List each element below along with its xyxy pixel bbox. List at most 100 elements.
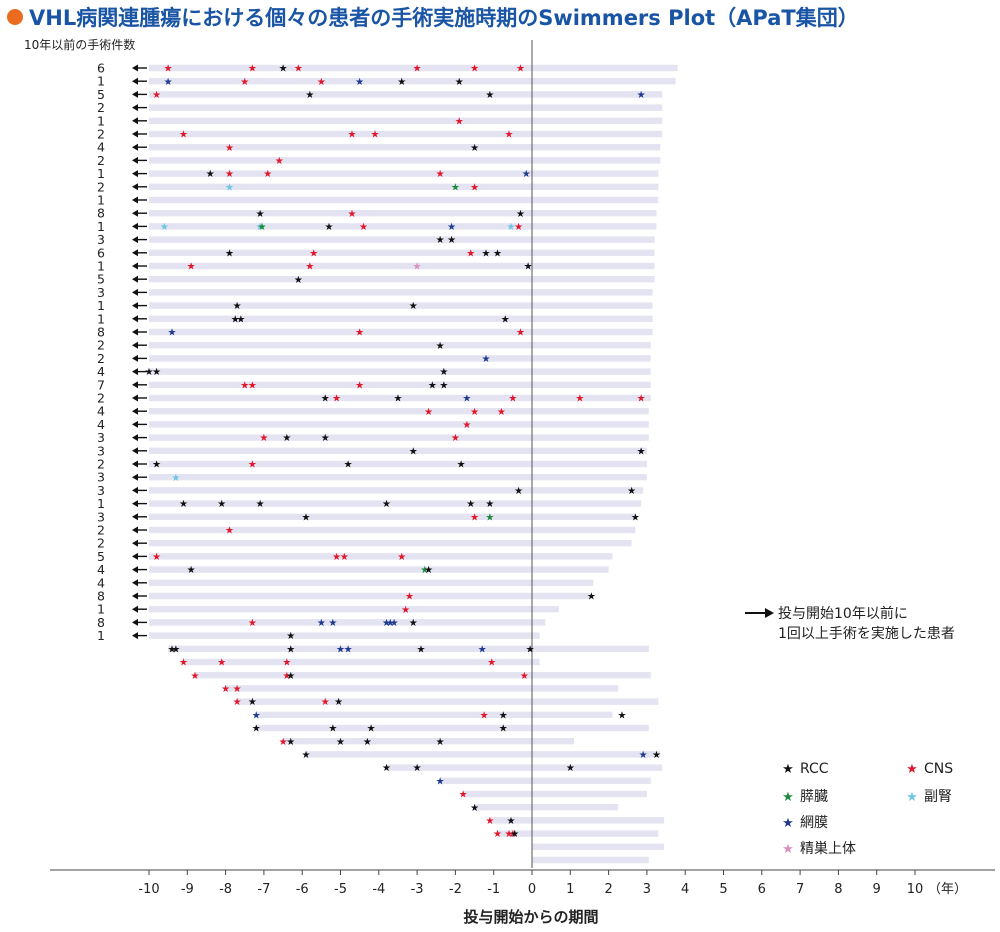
x-axis-label: 投与開始からの期間 bbox=[463, 908, 598, 926]
patient-bar bbox=[194, 672, 651, 679]
patient-bar bbox=[149, 117, 663, 124]
x-tick-label: 10 bbox=[907, 882, 924, 897]
surgery-star-cns: ★ bbox=[225, 169, 234, 180]
surgery-star-rcc: ★ bbox=[524, 262, 533, 273]
patient-bar bbox=[256, 724, 649, 732]
surgery-star-cns: ★ bbox=[462, 420, 471, 431]
prior-surgery-count: 5 bbox=[97, 549, 105, 564]
surgery-star-rcc: ★ bbox=[424, 565, 433, 576]
surgery-star-rcc: ★ bbox=[470, 803, 479, 814]
x-tick-label: 0 bbox=[528, 882, 536, 897]
x-tick-label: 4 bbox=[681, 882, 689, 897]
surgery-star-rcc: ★ bbox=[439, 380, 448, 391]
surgery-star-cns: ★ bbox=[508, 829, 517, 840]
surgery-star-cns: ★ bbox=[516, 64, 525, 75]
surgery-star-rcc: ★ bbox=[493, 248, 502, 259]
surgery-star-retina: ★ bbox=[317, 618, 326, 629]
patient-bar bbox=[386, 764, 663, 771]
surgery-star-cns: ★ bbox=[516, 328, 525, 339]
patient-bar bbox=[149, 130, 663, 138]
prior-surgery-arrow-icon bbox=[132, 183, 138, 191]
surgery-star-cns: ★ bbox=[282, 671, 291, 682]
prior-surgery-arrow-icon bbox=[132, 77, 138, 85]
surgery-star-rcc: ★ bbox=[336, 737, 345, 748]
surgery-star-cns: ★ bbox=[401, 605, 410, 616]
surgery-star-cns: ★ bbox=[248, 380, 257, 391]
surgery-star-cns: ★ bbox=[348, 130, 357, 141]
surgery-star-cns: ★ bbox=[332, 552, 341, 563]
surgery-star-rcc: ★ bbox=[436, 235, 445, 246]
patient-bar bbox=[149, 196, 659, 204]
patient-bar bbox=[183, 658, 540, 666]
prior-surgery-arrow-icon bbox=[132, 315, 138, 323]
surgery-star-cns: ★ bbox=[179, 658, 188, 669]
surgery-star-rcc: ★ bbox=[344, 460, 353, 471]
surgery-star-retina: ★ bbox=[336, 644, 345, 655]
surgery-star-cns: ★ bbox=[217, 658, 226, 669]
x-tick-label: 7 bbox=[796, 882, 804, 897]
prior-surgery-arrow-icon bbox=[132, 632, 138, 640]
prior-surgery-arrow-icon bbox=[132, 117, 138, 125]
surgery-star-pancreas: ★ bbox=[420, 565, 429, 576]
surgery-star-cns: ★ bbox=[505, 829, 514, 840]
surgery-star-rcc: ★ bbox=[447, 235, 456, 246]
surgery-star-retina: ★ bbox=[390, 618, 399, 629]
patient-bar bbox=[149, 262, 655, 270]
surgery-star-rcc: ★ bbox=[236, 314, 245, 325]
surgery-star-cns: ★ bbox=[179, 130, 188, 141]
surgery-star-rcc: ★ bbox=[233, 301, 242, 312]
surgery-star-cns: ★ bbox=[508, 394, 517, 405]
surgery-star-cns: ★ bbox=[485, 816, 494, 827]
prior-surgery-arrow-icon bbox=[132, 170, 138, 178]
surgery-star-cns: ★ bbox=[187, 262, 196, 273]
surgery-star-rcc: ★ bbox=[217, 499, 226, 510]
surgery-star-rcc: ★ bbox=[152, 460, 161, 471]
x-tick-label: 5 bbox=[719, 882, 727, 897]
x-tick-label: 1 bbox=[566, 882, 574, 897]
surgery-star-cns: ★ bbox=[355, 328, 364, 339]
patient-bar bbox=[149, 210, 657, 217]
prior-surgery-count: 1 bbox=[97, 259, 105, 274]
surgery-star-retina: ★ bbox=[637, 90, 646, 101]
legend-star-cns-icon: ★ bbox=[906, 762, 918, 777]
surgery-star-rcc: ★ bbox=[302, 750, 311, 761]
x-tick-label: -5 bbox=[334, 882, 347, 897]
surgery-star-cns: ★ bbox=[279, 737, 288, 748]
patient-bar bbox=[440, 777, 651, 784]
surgery-star-rcc: ★ bbox=[566, 763, 575, 774]
surgery-star-rcc: ★ bbox=[321, 433, 330, 444]
surgery-star-cns: ★ bbox=[225, 526, 234, 537]
legend-label-adr: 副腎 bbox=[924, 789, 952, 805]
surgery-star-rcc: ★ bbox=[382, 499, 391, 510]
prior-surgery-arrow-icon bbox=[132, 447, 138, 455]
surgery-star-rcc: ★ bbox=[286, 737, 295, 748]
x-tick-label: -9 bbox=[181, 882, 194, 897]
patient-bar bbox=[149, 434, 649, 441]
patient-bar bbox=[225, 685, 619, 692]
surgery-star-cns: ★ bbox=[505, 130, 514, 141]
prior-surgery-count: 1 bbox=[97, 298, 105, 313]
prior-surgery-count: 1 bbox=[97, 193, 105, 208]
surgery-star-cns: ★ bbox=[470, 182, 479, 193]
surgery-star-cns: ★ bbox=[470, 512, 479, 523]
prior-surgery-arrow-icon bbox=[132, 486, 138, 494]
surgery-star-cns: ★ bbox=[466, 248, 475, 259]
surgery-star-rcc: ★ bbox=[225, 248, 234, 259]
prior-surgery-arrow-icon bbox=[132, 104, 138, 112]
patient-bar bbox=[149, 64, 678, 72]
surgery-star-rcc: ★ bbox=[167, 644, 176, 655]
prior-surgery-arrow-icon bbox=[132, 473, 138, 481]
x-tick-label: 2 bbox=[604, 882, 612, 897]
prior-surgery-count: 2 bbox=[97, 351, 105, 366]
surgery-star-cns: ★ bbox=[451, 433, 460, 444]
prior-surgery-arrow-icon bbox=[132, 64, 138, 72]
surgery-star-rcc: ★ bbox=[637, 446, 646, 457]
surgery-star-rcc: ★ bbox=[428, 380, 437, 391]
prior-surgery-count: 1 bbox=[97, 166, 105, 181]
prior-surgery-arrow-icon bbox=[132, 407, 138, 415]
prior-surgery-arrow-icon bbox=[132, 592, 138, 600]
x-tick-label: 8 bbox=[834, 882, 842, 897]
surgery-star-cns: ★ bbox=[487, 658, 496, 669]
surgery-star-rcc: ★ bbox=[367, 724, 376, 735]
surgery-star-cns: ★ bbox=[413, 64, 422, 75]
